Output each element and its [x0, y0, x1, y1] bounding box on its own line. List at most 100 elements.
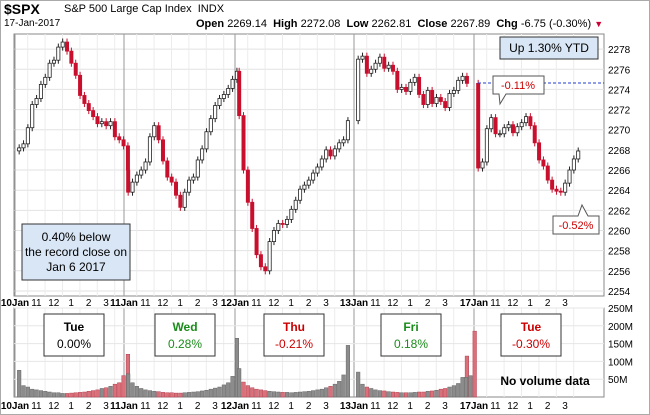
- volume-bar: [152, 391, 157, 398]
- day-change-name: Tue: [521, 320, 542, 334]
- candle-body: [217, 98, 222, 106]
- candle-body: [571, 158, 576, 171]
- volume-bar: [438, 388, 443, 398]
- x-tick-label-volume: 2: [195, 401, 201, 412]
- x-tick-label: 3: [212, 298, 218, 309]
- candle-body: [237, 70, 242, 117]
- candle-body: [399, 87, 404, 90]
- candle-body: [447, 93, 452, 108]
- volume-bar: [328, 386, 333, 398]
- candle-body: [373, 62, 378, 70]
- x-tick-label-volume: 2: [425, 401, 431, 412]
- volume-bar: [99, 388, 104, 398]
- y-tick-label: 2272: [608, 106, 631, 117]
- x-tick-label-volume: 11: [140, 401, 151, 412]
- candle-body: [160, 139, 165, 162]
- x-tick-label-volume: 3: [562, 401, 568, 412]
- candle-body: [112, 121, 117, 138]
- y-tick-label: 2256: [608, 267, 631, 278]
- volume-tick-label: 50M: [608, 375, 627, 386]
- candle-body: [528, 116, 533, 127]
- volume-bar: [187, 392, 192, 398]
- candle-body: [178, 194, 183, 208]
- candle-body: [510, 124, 515, 134]
- x-tick-label-volume: 13Jan: [340, 401, 368, 412]
- callout-prev-text: -0.11%: [501, 80, 535, 92]
- candle-body: [152, 125, 157, 138]
- volume-bar: [258, 389, 263, 398]
- candle-body: [341, 139, 346, 144]
- volume-bar: [430, 390, 435, 398]
- volume-bar: [221, 384, 226, 398]
- candle-body: [434, 97, 439, 104]
- x-tick-label: 12Jan: [221, 298, 249, 309]
- index-full-name: S&P 500 Large Cap Index: [64, 3, 192, 15]
- volume-bar: [134, 386, 139, 398]
- candle-body: [532, 125, 537, 144]
- high-value: 2272.08: [300, 18, 341, 30]
- chart-header: $SPX S&P 500 Large Cap Index INDX 17-Jan…: [0, 0, 650, 34]
- x-tick-label-volume: 3: [442, 401, 448, 412]
- candle-body: [125, 145, 130, 171]
- candle-body: [345, 120, 350, 141]
- candle-body: [191, 176, 196, 181]
- x-tick-label: 1: [288, 298, 294, 309]
- candle-body: [169, 176, 174, 183]
- volume-bar: [399, 392, 404, 398]
- day-change-value: 0.28%: [168, 337, 202, 351]
- candle-body: [567, 169, 572, 184]
- volume-bar: [160, 392, 166, 398]
- candle-body: [204, 131, 209, 150]
- candle-body: [386, 64, 391, 69]
- volume-bar: [169, 392, 174, 398]
- ytd-box: [499, 36, 599, 60]
- volume-bar: [364, 386, 369, 398]
- down-triangle-icon: ▼: [594, 19, 604, 29]
- volume-bar: [237, 368, 242, 398]
- candle-body: [285, 219, 290, 225]
- candle-body: [78, 74, 83, 96]
- volume-bar: [245, 385, 250, 398]
- x-tick-label-volume: 11: [370, 401, 381, 412]
- volume-bar: [17, 370, 22, 398]
- volume-bar-extra: [472, 330, 477, 398]
- volume-bar: [271, 391, 277, 398]
- volume-bar: [226, 382, 231, 398]
- chart-date: 17-Jan-2017: [4, 18, 61, 29]
- x-tick-label: 3: [103, 298, 109, 309]
- candle-body: [404, 87, 409, 92]
- volume-bar: [395, 392, 400, 398]
- volume-bar: [139, 388, 144, 398]
- candle-body: [425, 90, 430, 105]
- candle-body: [126, 169, 131, 193]
- callout-today-box: [552, 203, 600, 235]
- day-change-name: Tue: [64, 320, 85, 334]
- candle-body: [187, 179, 192, 193]
- x-tick-label-volume: 3: [103, 401, 109, 412]
- volume-bar-extra: [463, 377, 469, 398]
- volume-bar: [73, 392, 78, 398]
- volume-bar: [319, 388, 324, 398]
- candle-body: [519, 122, 524, 128]
- candle-body: [563, 182, 568, 193]
- candle-body: [293, 199, 298, 210]
- candle-body: [143, 161, 148, 171]
- x-tick-label: 1: [177, 298, 183, 309]
- candle-body: [174, 181, 179, 196]
- x-tick-label-volume: 1: [407, 401, 413, 412]
- candle-body: [47, 62, 52, 78]
- candle-body: [73, 62, 78, 76]
- candle-body: [438, 97, 443, 102]
- volume-bar: [182, 392, 187, 398]
- day-change-name: Thu: [283, 320, 305, 334]
- record-note-line: Jan 6 2017: [46, 260, 106, 274]
- volume-bar: [143, 389, 148, 398]
- volume-bar: [47, 391, 52, 398]
- candle-body: [108, 121, 113, 127]
- x-tick-label: 11: [490, 298, 501, 309]
- volume-bar: [280, 392, 285, 398]
- volume-bar: [241, 381, 246, 398]
- candle-body: [298, 188, 303, 201]
- volume-bar: [284, 392, 290, 398]
